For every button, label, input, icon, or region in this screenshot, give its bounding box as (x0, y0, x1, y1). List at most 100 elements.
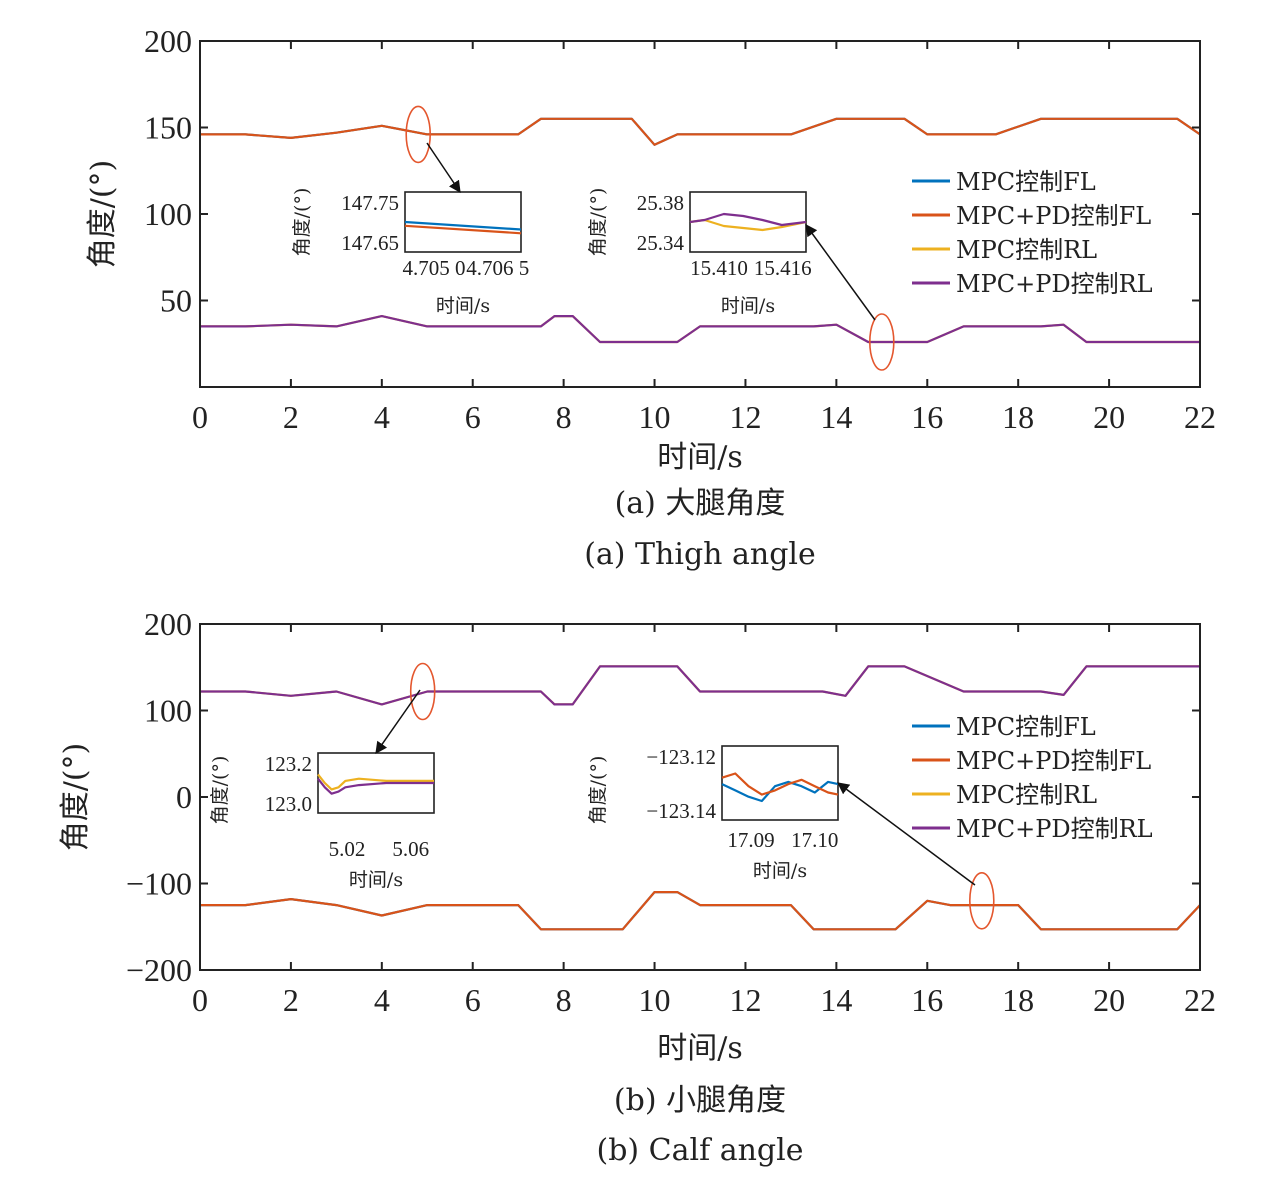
x-tick-label: 6 (465, 982, 481, 1018)
series-line-mpc-rl (200, 315, 1200, 344)
x-tick-label: 12 (729, 982, 761, 1018)
y-tick-label: 50 (160, 283, 192, 319)
x-tick-label: 0 (192, 982, 208, 1018)
y-axis-label: 角度/(°) (85, 160, 120, 269)
inset-series-line-mpc-rl (317, 773, 434, 791)
y-tick-label: −100 (126, 866, 192, 902)
series-line-mpcpd-fl (200, 117, 1201, 146)
inset-x-axis-label: 时间/s (721, 295, 775, 317)
calf-angle-panel: 0 2 4 6 8 10 12 14 16 18 20 22 −200 −100 0 100 200 角度/(°… (58, 606, 1216, 1168)
x-tick-label: 18 (1002, 399, 1034, 435)
inset-x-axis-label: 时间/s (436, 295, 490, 317)
zoom-region-marker (868, 313, 895, 371)
zoom-inset: 123.2 123.0 5.02 5.06 角度/(°) 时间/s (209, 689, 435, 891)
inset-pointer-arrow (426, 142, 461, 193)
inset-x-tick-label: 4.705 0 (403, 256, 466, 280)
zoom-region-marker (409, 662, 436, 721)
y-tick-label: 100 (144, 196, 192, 232)
x-tick-label: 16 (911, 399, 943, 435)
legend-label: MPC+PD控制FL (956, 202, 1151, 230)
inset-pointer-arrow (837, 782, 976, 886)
series-line-mpcpd-fl (200, 891, 1201, 931)
series-line-mpc-rl (200, 665, 1200, 706)
inset-frame (721, 745, 839, 821)
inset-y-tick-label: −123.12 (646, 745, 716, 769)
y-tick-label: −200 (126, 952, 192, 988)
caption-en: (a) Thigh angle (584, 537, 816, 572)
inset-y-tick-label: 25.38 (637, 191, 684, 215)
inset-y-tick-label: 147.65 (341, 231, 399, 255)
legend-label: MPC控制RL (956, 781, 1097, 809)
inset-y-axis-label: 角度/(°) (587, 188, 609, 257)
y-tick-label: 100 (144, 693, 192, 729)
x-tick-label: 20 (1093, 982, 1125, 1018)
inset-series-line-mpcpd-fl (404, 224, 522, 235)
x-tick-label: 10 (639, 399, 671, 435)
x-tick-label: 4 (374, 399, 390, 435)
x-tick-label: 22 (1184, 399, 1216, 435)
inset-x-tick-label: 17.10 (791, 828, 838, 852)
series-line-mpc-fl (200, 117, 1201, 146)
inset-x-tick-label: 5.02 (329, 837, 366, 861)
caption-cn: (b) 小腿角度 (614, 1083, 786, 1118)
x-tick-label: 4 (374, 982, 390, 1018)
x-tick-label: 12 (729, 399, 761, 435)
x-tick-label: 10 (639, 982, 671, 1018)
inset-x-tick-label: 15.410 (690, 256, 748, 280)
inset-x-tick-label: 17.09 (727, 828, 774, 852)
inset-y-tick-label: 25.34 (637, 231, 685, 255)
x-tick-label: 8 (556, 399, 572, 435)
legend-label: MPC控制RL (956, 236, 1097, 264)
y-tick-label: 200 (144, 606, 192, 642)
series-line-mpcpd-rl (200, 315, 1200, 344)
x-tick-label: 14 (820, 982, 852, 1018)
legend-label: MPC+PD控制FL (956, 747, 1151, 775)
legend-label: MPC+PD控制RL (956, 270, 1153, 298)
x-tick-label: 2 (283, 399, 299, 435)
x-axis-label: 时间/s (657, 1031, 743, 1066)
series-line-mpcpd-rl (200, 665, 1200, 706)
inset-y-axis-label: 角度/(°) (587, 756, 609, 825)
x-tick-label: 8 (556, 982, 572, 1018)
y-tick-label: 150 (144, 110, 192, 146)
inset-x-tick-label: 5.06 (392, 837, 429, 861)
legend: MPC控制FL MPC+PD控制FL MPC控制RL MPC+PD控制RL (912, 713, 1153, 843)
legend-label: MPC控制FL (956, 713, 1096, 741)
y-axis-label: 角度/(°) (58, 743, 93, 852)
x-tick-label: 6 (465, 399, 481, 435)
caption-en: (b) Calf angle (597, 1133, 804, 1168)
series-line-mpc-fl (200, 891, 1201, 931)
zoom-region-marker (968, 871, 995, 930)
inset-series-line-mpcpd-rl (317, 778, 434, 795)
inset-series-line-mpc-fl (721, 780, 839, 803)
inset-y-tick-label: 123.2 (265, 752, 312, 776)
x-tick-label: 2 (283, 982, 299, 1018)
inset-y-tick-label: 123.0 (265, 792, 312, 816)
legend-label: MPC控制FL (956, 168, 1096, 196)
x-tick-label: 14 (820, 399, 852, 435)
inset-series-line-mpcpd-rl (689, 212, 807, 227)
x-axis-label: 时间/s (657, 440, 743, 475)
inset-x-tick-label: 15.416 (754, 256, 812, 280)
inset-x-axis-label: 时间/s (349, 869, 403, 891)
inset-frame (404, 191, 522, 253)
x-tick-label: 20 (1093, 399, 1125, 435)
inset-y-tick-label: −123.14 (646, 799, 716, 823)
zoom-inset: −123.12 −123.14 17.09 17.10 角度/(°) 时间/s (587, 745, 976, 886)
inset-series-line-mpcpd-fl (721, 772, 839, 796)
y-tick-label: 0 (176, 779, 192, 815)
y-tick-label: 200 (144, 23, 192, 59)
zoom-inset: 147.75 147.654.705 0 4.706 5 角度/(°) 时间/s (291, 142, 529, 317)
x-tick-label: 16 (911, 982, 943, 1018)
legend: MPC控制FL MPC+PD控制FL MPC控制RL MPC+PD控制RL (912, 168, 1153, 298)
inset-y-axis-label: 角度/(°) (291, 188, 313, 257)
caption-cn: (a) 大腿角度 (615, 486, 786, 521)
inset-pointer-arrow (805, 224, 876, 321)
inset-x-axis-label: 时间/s (753, 860, 807, 882)
zoom-region-marker (405, 105, 432, 164)
x-tick-label: 0 (192, 399, 208, 435)
inset-series-line-mpc-fl (404, 220, 522, 231)
x-tick-label: 18 (1002, 982, 1034, 1018)
inset-pointer-arrow (375, 689, 421, 754)
